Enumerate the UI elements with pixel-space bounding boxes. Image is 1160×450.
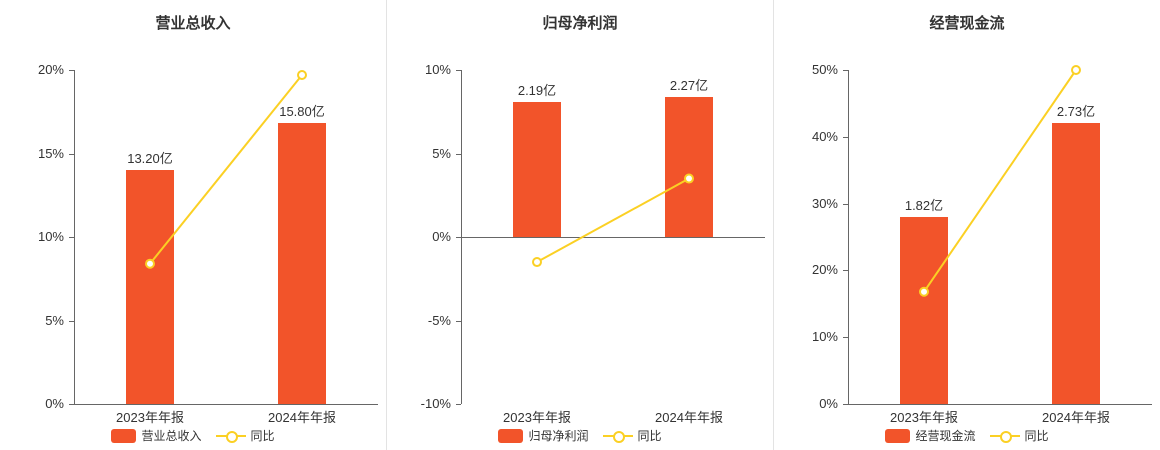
legend-label: 同比 [250, 429, 275, 443]
chart-body-net-profit: -10% -5% 0% 5% 10% 2.19亿 2023年年报 2.27亿 2024年年报 归母… [387, 0, 773, 450]
chart-legend: 营业总收入 同比 [0, 427, 386, 444]
y-axis-tick-label: 10% [811, 329, 838, 345]
y-axis-tick-label: 15% [37, 145, 64, 161]
line-series-swatch-icon [989, 429, 1020, 443]
x-axis-category-label: 2024年年报 [1042, 410, 1110, 425]
y-axis-tick-label: 0% [432, 229, 451, 244]
x-axis-category-label: 2023年年报 [503, 410, 571, 425]
bar-2024年年报 [278, 123, 326, 404]
y-axis-tick-mark [456, 404, 461, 405]
y-axis-tick-label: -5% [427, 312, 451, 328]
legend-label: 归母净利润 [528, 429, 589, 443]
y-axis-tick-mark [456, 237, 461, 238]
bar-2024年年报 [1052, 123, 1100, 404]
x-axis-zero-line [74, 404, 378, 405]
y-axis-tick-mark [69, 70, 74, 71]
y-axis-tick-mark [843, 203, 848, 205]
y-axis-tick-mark [843, 404, 848, 405]
y-axis-tick-label: 0% [819, 396, 838, 411]
chart-panel-revenue: 营业总收入 0% 5% 10% 15% 20% 13.20亿 2023年年报 15.80亿 20… [0, 0, 386, 450]
yoy-line-marker [532, 257, 542, 268]
chart-panel-cash-flow: 经营现金流 0% 10% 20% 30% 40% 50% 1.82亿 2023年年报 2.73亿… [773, 0, 1160, 450]
bar-value-label: 15.80亿 [279, 104, 325, 120]
chart-title-cash-flow: 经营现金流 [929, 15, 1005, 32]
chart-panel-net-profit: 归母净利润 -10% -5% 0% 5% 10% 2.19亿 2023年年报 2.27亿 202… [386, 0, 773, 450]
line-swatch-circle [225, 430, 238, 443]
bar-value-label: 13.20亿 [127, 150, 173, 166]
legend-item-营业总收入[interactable]: 营业总收入 [111, 427, 202, 444]
legend-label: 同比 [637, 429, 662, 443]
chart-body-cash-flow: 0% 10% 20% 30% 40% 50% 1.82亿 2023年年报 2.73亿 2024年年… [774, 0, 1160, 450]
y-axis-tick-label: -10% [420, 396, 451, 411]
y-axis-tick-mark [69, 153, 74, 155]
bar-value-label: 1.82亿 [904, 197, 944, 213]
bar-2023年年报 [513, 101, 561, 237]
y-axis-line [74, 70, 75, 404]
x-axis-category-label: 2024年年报 [655, 410, 723, 425]
y-axis-tick-mark [843, 337, 848, 339]
y-axis-line [848, 70, 849, 404]
bar-value-label: 2.19亿 [517, 82, 557, 98]
legend-item-yoy[interactable]: 同比 [602, 427, 662, 444]
x-axis-zero-line [848, 404, 1152, 405]
y-axis-tick-label: 50% [811, 62, 838, 77]
chart-legend: 经营现金流 同比 [774, 427, 1160, 444]
y-axis-tick-label: 0% [45, 396, 64, 411]
x-axis-category-label: 2023年年报 [116, 410, 184, 425]
y-axis-tick-mark [456, 70, 461, 71]
legend-label: 营业总收入 [141, 429, 202, 443]
y-axis-tick-mark [456, 320, 461, 322]
bar-2023年年报 [900, 216, 948, 404]
legend-item-归母净利润[interactable]: 归母净利润 [498, 427, 589, 444]
y-axis-tick-mark [69, 237, 74, 238]
y-axis-tick-mark [69, 320, 74, 322]
legend-item-yoy[interactable]: 同比 [215, 427, 275, 444]
y-axis-tick-label: 5% [45, 312, 64, 328]
chart-title-revenue: 营业总收入 [155, 15, 231, 32]
chart-body-revenue: 0% 5% 10% 15% 20% 13.20亿 2023年年报 15.80亿 2024年年报营… [0, 0, 386, 450]
bar-value-label: 2.73亿 [1056, 104, 1096, 120]
bar-value-label: 2.27亿 [669, 77, 709, 93]
chart-title-net-profit: 归母净利润 [542, 15, 618, 32]
y-axis-tick-label: 40% [811, 128, 838, 144]
chart-legend: 归母净利润 同比 [387, 427, 773, 444]
legend-label: 经营现金流 [915, 429, 976, 443]
y-axis-tick-label: 5% [432, 145, 451, 161]
bar-series-swatch-icon [111, 428, 137, 443]
y-axis-tick-mark [843, 136, 848, 138]
x-axis-zero-line [461, 237, 765, 238]
y-axis-tick-label: 10% [37, 229, 64, 244]
bar-series-swatch-icon [498, 428, 524, 443]
y-axis-tick-mark [456, 153, 461, 155]
y-axis-tick-label: 20% [37, 62, 64, 77]
line-series-swatch-icon [602, 429, 633, 443]
y-axis-tick-mark [843, 270, 848, 272]
legend-item-yoy[interactable]: 同比 [989, 427, 1049, 444]
yoy-line-marker [1071, 65, 1081, 75]
bar-series-swatch-icon [885, 428, 911, 443]
bar-2023年年报 [126, 169, 174, 404]
line-swatch-circle [612, 430, 625, 443]
x-axis-category-label: 2023年年报 [890, 410, 958, 425]
legend-item-经营现金流[interactable]: 经营现金流 [885, 427, 976, 444]
y-axis-tick-label: 30% [811, 195, 838, 211]
yoy-line-marker [297, 70, 307, 81]
legend-label: 同比 [1024, 429, 1049, 443]
y-axis-tick-mark [69, 404, 74, 405]
y-axis-tick-mark [843, 70, 848, 71]
x-axis-category-label: 2024年年报 [268, 410, 336, 425]
y-axis-tick-label: 20% [811, 262, 838, 278]
line-series-swatch-icon [215, 429, 246, 443]
bar-2024年年报 [665, 96, 713, 237]
y-axis-tick-label: 10% [424, 62, 451, 77]
line-swatch-circle [999, 430, 1012, 443]
